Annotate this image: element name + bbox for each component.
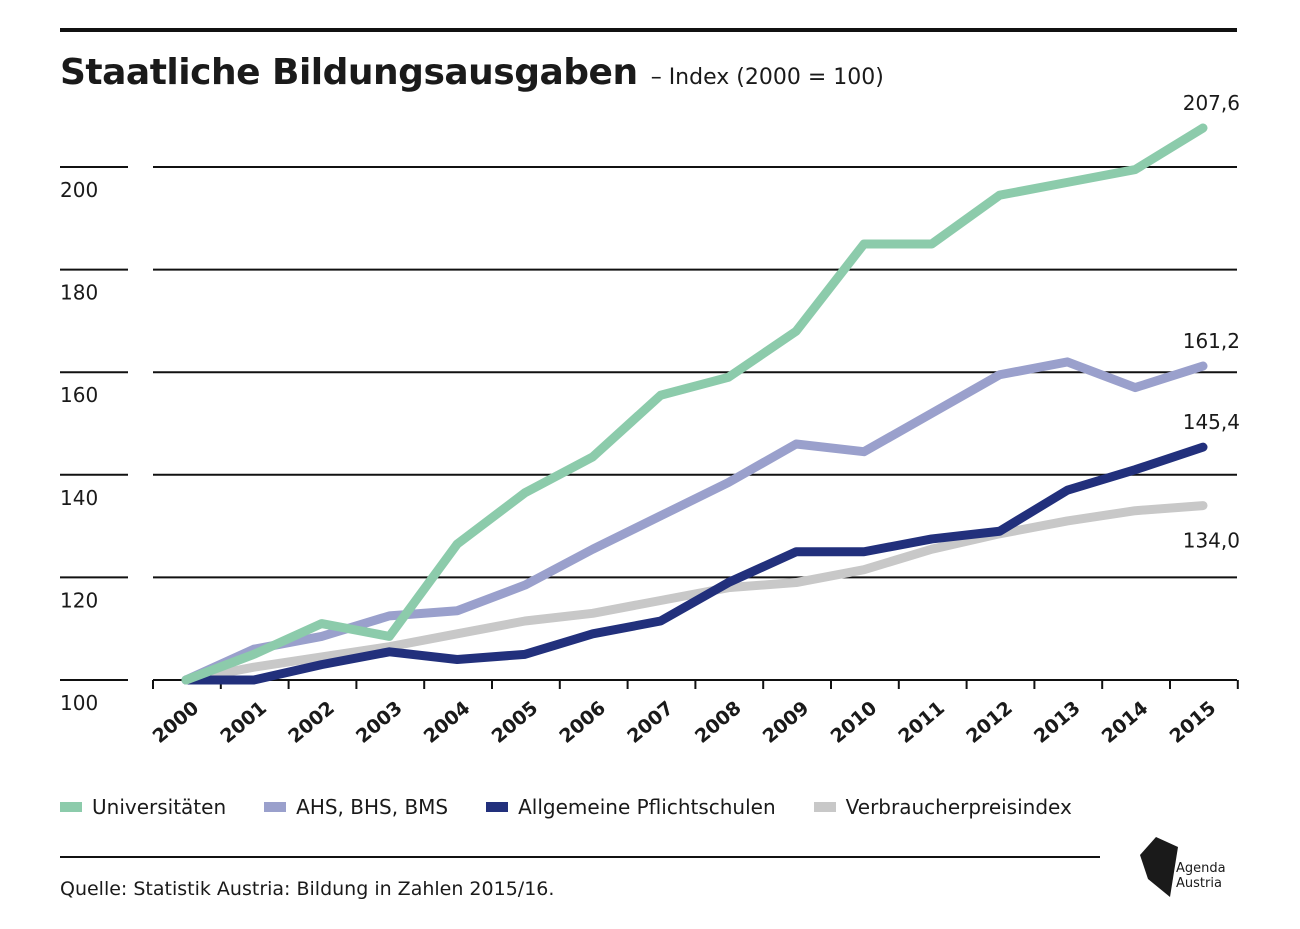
x-tick-label: 2012 [962, 697, 1017, 748]
series-line-0 [181, 123, 1208, 685]
legend-item: Allgemeine Pflichtschulen [486, 795, 776, 819]
x-tick-label: 2003 [352, 697, 407, 748]
x-tick-label: 2000 [149, 697, 204, 748]
x-tick-label: 2005 [488, 697, 543, 748]
bottom-rule [60, 856, 1100, 858]
end-labels: 207,6 161,2 145,4 134,0 [1183, 91, 1240, 553]
legend-swatch [813, 802, 836, 812]
grid [60, 166, 1237, 681]
x-axis: 2000 2001 2002 2003 2004 2005 2006 2007 2008 2009… [149, 679, 1239, 748]
x-tick-label: 2008 [691, 697, 746, 748]
end-value-label: 134,0 [1183, 529, 1240, 553]
x-tick-label: 2002 [284, 697, 339, 748]
y-tick-label: 200 [60, 178, 98, 202]
agenda-austria-logo: Agenda Austria [1136, 833, 1246, 903]
end-value-label: 145,4 [1183, 410, 1240, 434]
x-tick-label: 2009 [759, 697, 814, 748]
legend-swatch [60, 802, 82, 812]
legend-swatch [486, 802, 509, 812]
logo-mark-icon [1140, 837, 1178, 897]
end-value-label: 161,2 [1183, 329, 1240, 353]
legend-label: AHS, BHS, BMS [296, 795, 449, 819]
x-tick-label: 2010 [827, 697, 882, 748]
legend-item: Verbraucherpreisindex [813, 795, 1072, 819]
y-axis: 100 120 140 160 180 200 [60, 178, 98, 715]
x-tick-label: 2013 [1030, 697, 1085, 748]
chart-header: Staatliche Bildungsausgaben – Index (200… [60, 52, 884, 93]
x-tick-label: 2014 [1098, 697, 1153, 748]
chart-title: Staatliche Bildungsausgaben [60, 52, 638, 93]
series-line-2 [181, 442, 1208, 685]
x-tick-label: 2006 [555, 697, 610, 748]
legend-label: Universitäten [92, 795, 227, 819]
top-rule [60, 28, 1237, 32]
series-line-3 [181, 501, 1208, 685]
x-tick-label: 2004 [420, 697, 475, 748]
x-tick-label: 2015 [1166, 697, 1221, 748]
legend-item: Universitäten [60, 795, 226, 819]
series-lines [181, 123, 1208, 685]
legend-label: Verbraucherpreisindex [845, 795, 1072, 819]
source-note: Quelle: Statistik Austria: Bildung in Za… [60, 878, 555, 900]
y-tick-label: 100 [60, 691, 98, 715]
chart-subtitle: – Index (2000 = 100) [650, 65, 884, 90]
logo-text-line1: Agenda [1176, 861, 1226, 876]
x-tick-label: 2001 [216, 697, 271, 748]
legend-swatch [264, 802, 287, 812]
y-tick-label: 160 [60, 383, 98, 407]
y-tick-label: 180 [60, 281, 98, 305]
logo-text-line2: Austria [1176, 876, 1222, 891]
legend-item: AHS, BHS, BMS [264, 795, 448, 819]
x-tick-label: 2011 [894, 697, 949, 748]
y-tick-label: 120 [60, 588, 98, 612]
y-tick-label: 140 [60, 486, 98, 510]
legend-label: Allgemeine Pflichtschulen [518, 795, 776, 819]
logo-text: Agenda Austria [1176, 861, 1226, 891]
legend: Universitäten AHS, BHS, BMS Allgemeine Pfl… [60, 795, 1110, 819]
x-tick-label: 2007 [623, 697, 678, 748]
end-value-label: 207,6 [1183, 91, 1240, 115]
